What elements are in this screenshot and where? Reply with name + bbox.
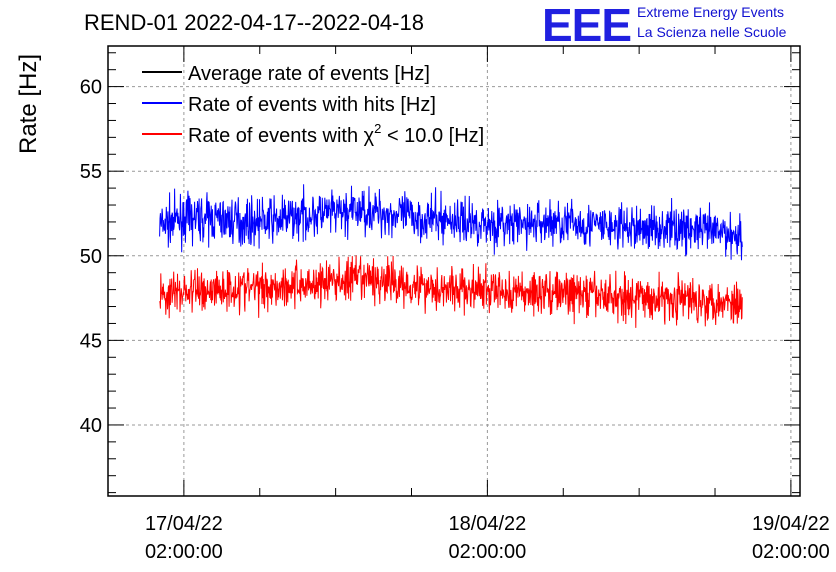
- series-layer: [159, 184, 743, 328]
- eee-logo: EEE: [542, 0, 632, 51]
- grid-lines: [108, 46, 800, 496]
- x-tick-label-time: 02:00:00: [448, 541, 526, 563]
- x-tick-label-date: 19/04/22: [752, 513, 830, 535]
- logo-tagline-2: La Scienza nelle Scuole: [637, 24, 787, 40]
- legend-label-hits: Rate of events with hits [Hz]: [188, 94, 436, 116]
- series-line-1: [159, 184, 743, 261]
- x-tick-label-date: 17/04/22: [145, 513, 223, 535]
- y-tick-label: 55: [80, 161, 102, 183]
- x-tick-label-time: 02:00:00: [752, 541, 830, 563]
- legend: Average rate of events [Hz] Rate of even…: [142, 63, 484, 147]
- y-tick-label: 60: [80, 77, 102, 99]
- y-tick-label: 40: [80, 415, 102, 437]
- plot-frame: [107, 45, 801, 497]
- chart-title: REND-01 2022-04-17--2022-04-18: [84, 10, 424, 35]
- axes: 40 45 50 55 60 17/04/22 02:00:00 18/04/22 02:00:…: [80, 45, 830, 563]
- legend-label-average: Average rate of events [Hz]: [188, 63, 430, 85]
- series-line-2: [159, 255, 743, 328]
- logo-tagline-1: Extreme Energy Events: [637, 4, 785, 20]
- y-tick-label: 45: [80, 330, 102, 352]
- y-axis-label: Rate [Hz]: [15, 54, 42, 154]
- legend-label-chi2: Rate of events with χ2 < 10.0 [Hz]: [188, 121, 484, 147]
- y-tick-label: 50: [80, 246, 102, 268]
- x-tick-label-time: 02:00:00: [145, 541, 223, 563]
- x-tick-label-date: 18/04/22: [448, 513, 526, 535]
